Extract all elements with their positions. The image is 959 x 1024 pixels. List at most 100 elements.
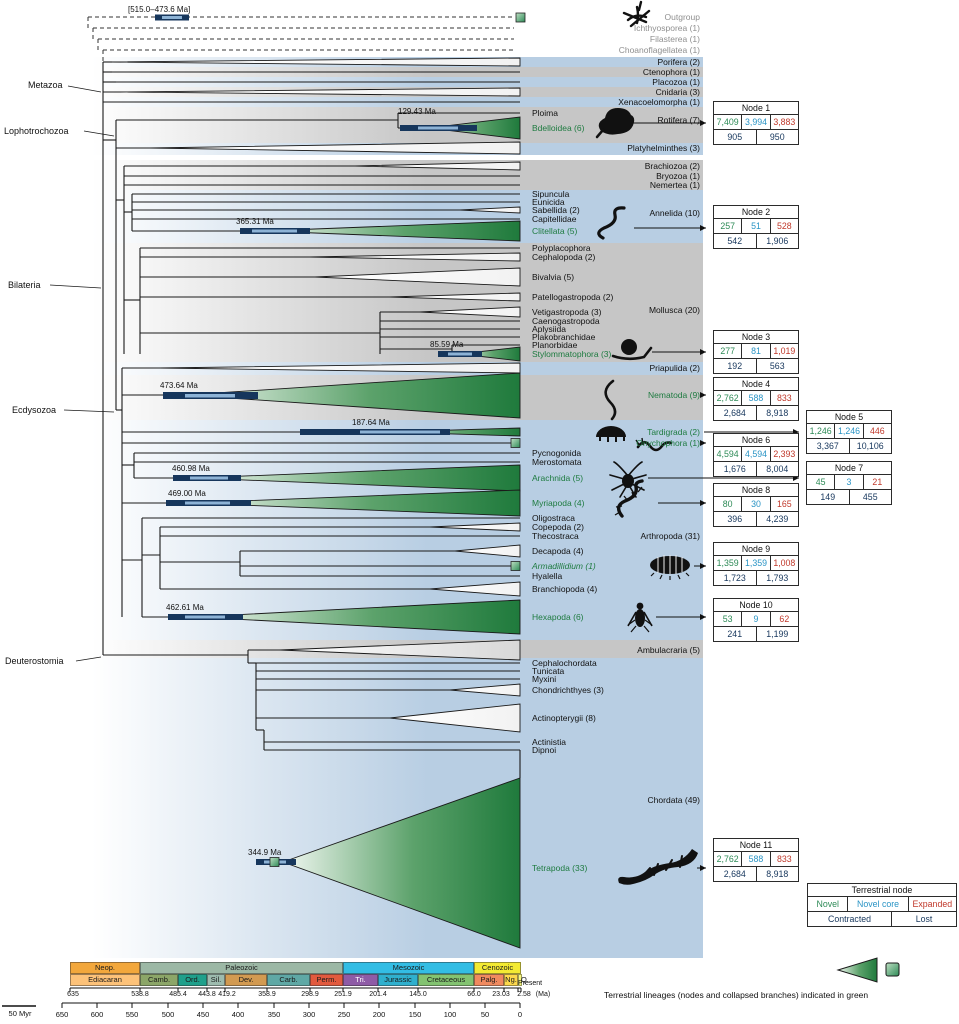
ma-unit: (Ma) [535,991,551,998]
group-label-arthropoda: Arthropoda (31) [640,531,700,541]
terrestrial-node-legend: Terrestrial node Novel Novel core Expand… [807,883,957,927]
novel-count: 1,246 [807,424,836,438]
tip-label: Plakobranchidae [532,332,596,342]
lost-count: 1,906 [766,236,789,246]
tip-label: Copepoda (2) [532,522,584,532]
tip-label-terrestrial: Nematoda (9) [648,390,700,400]
boundary-age: 419.2 [218,991,236,998]
axis-tick: 400 [231,1010,245,1019]
period-quaternary: Q. [518,974,529,986]
legend-novel-core: Novel core [848,897,909,911]
lost-count: 1,199 [766,629,789,639]
expanded-count: 3,883 [773,117,796,127]
boundary-age: 358.9 [258,991,276,998]
tip-label-terrestrial: Arachnida (5) [532,473,584,483]
boundary-age: 485.4 [169,991,187,998]
axis-tick: 0 [517,1010,523,1019]
period-devonian: Dev. [225,974,267,986]
contracted-count: 396 [714,512,757,526]
lost-count: 8,004 [766,464,789,474]
period-cretaceous: Cretaceous [418,974,474,986]
tip-label: Hyalella [532,571,563,581]
tip-label: Bryozoa (1) [656,171,700,181]
boundary-age: 298.9 [301,991,319,998]
legend-novel: Novel [808,897,849,911]
contracted-count: 241 [714,627,757,641]
tip-label-terrestrial: Armadillidium (1) [532,561,596,571]
tip-label: Aplysiida [532,324,567,334]
band-xenacoelomorpha [92,97,703,107]
age-label: 469.00 Ma [168,489,206,498]
lost-count: 563 [769,361,785,371]
novel-core-count: 1,359 [742,556,771,570]
tip-label: Polyplacophora [532,243,591,253]
tip-label-terrestrial: Stylommatophora (3) [532,349,612,359]
tip-label: Sipuncula [532,189,570,199]
lost-count: 4,239 [766,514,789,524]
tip-label-terrestrial: Hexapoda (6) [532,612,584,622]
tip-label: Brachiozoa (2) [644,161,700,171]
legend-expanded: Expanded [912,899,953,909]
tip-label: Nemertea (1) [649,180,700,190]
lost-count: 8,918 [766,408,789,418]
period-triassic: Tri. [343,974,378,986]
outgroup-label: Outgroup [664,12,700,22]
lost-count: 950 [769,132,785,142]
period-ediacaran: Ediacaran [70,974,140,986]
tip-label: Platyhelminthes (3) [627,143,700,153]
period-jurassic: Jurassic [378,974,418,986]
lost-count: 8,918 [766,869,789,879]
contracted-count: 542 [714,234,757,248]
tip-label-terrestrial: Myriapoda (4) [532,498,585,508]
band-placozoa [92,77,703,87]
band-cnidaria [92,87,703,97]
node-table-11: Node 11 2,762 588 833 2,684 8,918 [713,838,799,882]
node-table-1: Node 1 7,409 3,994 3,883 905 950 [713,101,799,145]
boundary-age: 201.4 [369,991,387,998]
contracted-count: 2,684 [714,867,757,881]
novel-core-count: 1,246 [835,424,864,438]
group-label-rotifera: Rotifera (7) [657,115,700,125]
axis-tick: 650 [55,1010,69,1019]
tip-label: Caenogastropoda [532,316,600,326]
era-mesozoic: Mesozoic [343,962,474,974]
terrestrial-note: Terrestrial lineages (nodes and collapse… [604,990,869,1000]
tip-label: Priapulida (2) [649,363,700,373]
tip-label: Planorbidae [532,340,578,350]
tip-label: Cnidaria (3) [655,87,700,97]
calibration-label: [515.0–473.6 Ma] [128,5,191,14]
tip-label: Patellogastropoda (2) [532,292,614,302]
tip-label: Ctenophora (1) [642,67,700,77]
node-table-3: Node 3 277 81 1,019 192 563 [713,330,799,374]
band-chordata [92,658,703,958]
band-platyhelminthes [92,143,703,155]
axis-tick: 250 [337,1010,351,1019]
novel-core-count: 3,994 [742,115,771,129]
tip-label: Ploima [532,108,558,118]
novel-core-count: 588 [742,852,771,866]
expanded-count: 1,008 [773,558,796,568]
novel-core-count: 4,594 [742,447,771,461]
tip-label: Cephalopoda (2) [532,252,596,262]
clade-label-metazoa: Metazoa [28,80,63,90]
age-label: 460.98 Ma [172,464,210,473]
tip-label-terrestrial: Tetrapoda (33) [532,863,588,873]
expanded-count: 2,393 [773,449,796,459]
novel-count: 2,762 [714,852,743,866]
axis-tick: 550 [125,1010,139,1019]
tip-label: Oligostraca [532,513,575,523]
novel-count: 2,762 [714,391,743,405]
axis-tick: 50 [480,1010,490,1019]
node-table-8: Node 8 80 30 165 396 4,239 [713,483,799,527]
era-cenozoic: Cenozoic [474,962,521,974]
node-table-9: Node 9 1,359 1,359 1,008 1,723 1,793 [713,542,799,586]
novel-count: 53 [714,612,743,626]
calibration-bar [155,14,189,21]
novel-count: 277 [714,344,743,358]
tip-label: Eunicida [532,197,565,207]
novel-count: 80 [714,497,743,511]
outgroup-taxon: Ichthyosporea (1) [633,23,700,33]
tip-label: Decapoda (4) [532,546,584,556]
tip-label-terrestrial: Onychophora (1) [636,438,700,448]
